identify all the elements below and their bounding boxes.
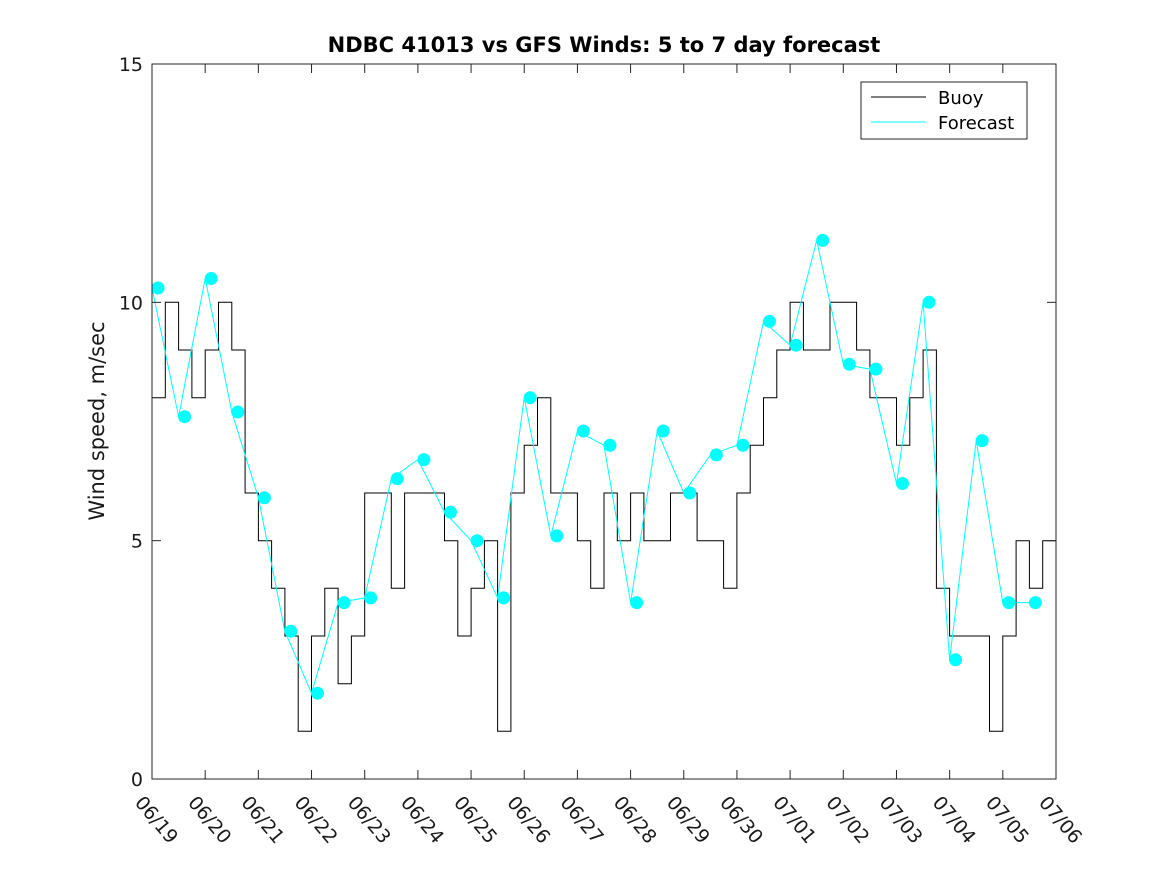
- forecast-point: [550, 529, 564, 543]
- y-axis-label: Wind speed, m/sec: [85, 321, 109, 520]
- legend: Buoy Forecast: [860, 81, 1028, 140]
- forecast-point: [470, 534, 484, 548]
- forecast-point: [949, 653, 963, 667]
- forecast-point: [231, 405, 245, 419]
- forecast-point: [656, 424, 670, 438]
- forecast-point: [257, 491, 271, 505]
- forecast-point: [576, 424, 590, 438]
- forecast-point: [417, 453, 431, 467]
- legend-forecast-label: Forecast: [938, 113, 1014, 134]
- forecast-point: [151, 281, 165, 295]
- forecast-point: [390, 472, 404, 486]
- forecast-point: [523, 391, 537, 405]
- forecast-point: [364, 591, 378, 605]
- forecast-point: [497, 591, 511, 605]
- y-tick-label: 10: [119, 292, 143, 314]
- chart-title: NDBC 41013 vs GFS Winds: 5 to 7 day fore…: [328, 33, 881, 57]
- y-tick-label: 15: [119, 54, 143, 76]
- forecast-point: [204, 272, 218, 285]
- forecast-point: [922, 295, 936, 309]
- forecast-point: [869, 362, 883, 376]
- forecast-point: [975, 434, 989, 448]
- forecast-point: [1002, 596, 1016, 610]
- forecast-point: [683, 486, 697, 500]
- forecast-point: [789, 338, 803, 352]
- forecast-point: [630, 596, 644, 610]
- forecast-point: [311, 686, 324, 700]
- forecast-series: [151, 233, 1042, 700]
- plot-area: [152, 64, 1056, 779]
- y-tick-label: 5: [131, 531, 143, 553]
- forecast-point: [763, 314, 776, 328]
- forecast-point: [178, 410, 192, 424]
- forecast-line: [151, 240, 1030, 695]
- forecast-point: [842, 357, 856, 371]
- forecast-point: [603, 438, 617, 452]
- legend-box: [860, 81, 1028, 140]
- legend-buoy-label: Buoy: [938, 88, 984, 109]
- forecast-point: [736, 438, 750, 452]
- forecast-point: [816, 233, 830, 247]
- axes-box: [151, 63, 1057, 780]
- forecast-point: [896, 477, 909, 490]
- forecast-point: [709, 448, 723, 462]
- forecast-point: [284, 624, 298, 638]
- forecast-point: [337, 596, 351, 610]
- forecast-point: [1028, 596, 1042, 610]
- y-tick-label: 0: [131, 769, 143, 791]
- forecast-point: [444, 505, 457, 519]
